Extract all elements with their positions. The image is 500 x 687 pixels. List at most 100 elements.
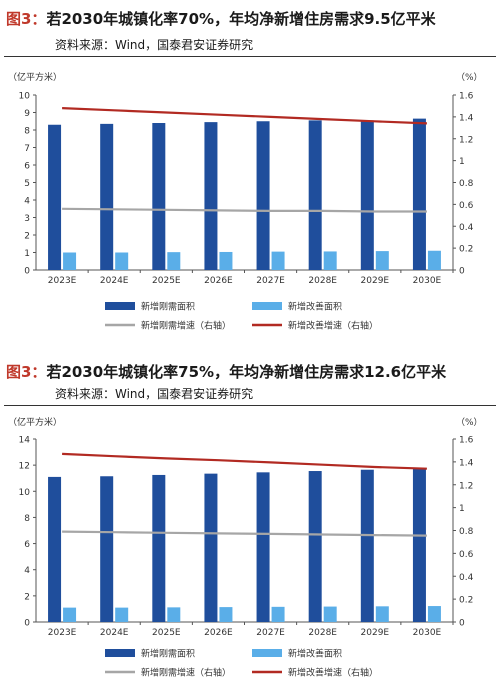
title-divider [4, 405, 496, 406]
legend-label: 新增刚需增速（右轴） [141, 320, 231, 332]
chart-svg: （亿平方米） （%） 0 2 4 6 8 10 12 14 0 0.2 0.4 0.6 0.8 1 1.2 1.4… [8, 416, 483, 679]
figure-label: 图3： [6, 10, 47, 28]
y2-tick-label: 0 [459, 619, 465, 629]
bar-rigid-demand [360, 120, 374, 270]
bar-rigid-demand [204, 473, 218, 622]
legend-swatch [105, 649, 135, 657]
bar-rigid-demand [204, 122, 218, 270]
figure-label: 图3： [6, 363, 47, 381]
x-tick-label: 2027E [256, 276, 285, 286]
y2-tick-label: 1.2 [459, 135, 473, 145]
y2-axis-unit-label: （%） [456, 417, 483, 428]
figure-source: 资料来源：Wind，国泰君安证券研究 [55, 387, 254, 401]
x-tick-label: 2028E [308, 276, 337, 286]
bar-improvement [271, 606, 285, 622]
bar-improvement [63, 607, 77, 622]
y2-tick-label: 0.2 [459, 596, 473, 606]
y-tick-label: 6 [24, 162, 30, 172]
x-tick-label: 2030E [413, 628, 442, 638]
figure-title: 图3：若2030年城镇化率75%，年均净新增住房需求12.6亿平米 [6, 361, 446, 382]
y-tick-label: 4 [24, 566, 30, 576]
legend-label: 新增刚需面积 [141, 301, 195, 313]
y2-tick-label: 1.4 [459, 458, 474, 468]
y2-tick-label: 0 [459, 267, 465, 277]
bar-improvement [375, 606, 389, 622]
bar-improvement [375, 251, 389, 270]
figure-title-text: 若2030年城镇化率70%，年均净新增住房需求9.5亿平米 [46, 10, 436, 28]
y-tick-label: 12 [19, 462, 30, 472]
y-tick-label: 5 [24, 179, 30, 189]
x-tick-label: 2025E [152, 628, 181, 638]
y2-tick-label: 1.6 [459, 436, 474, 446]
bar-rigid-demand [360, 469, 374, 622]
figure-title: 图3：若2030年城镇化率70%，年均净新增住房需求9.5亿平米 [6, 8, 436, 29]
bar-improvement [427, 606, 441, 622]
figure-source: 资料来源：Wind，国泰君安证券研究 [55, 38, 254, 52]
x-tick-label: 2024E [100, 628, 129, 638]
bar-improvement [115, 252, 129, 270]
title-divider [4, 56, 496, 57]
bar-rigid-demand [152, 123, 166, 270]
y-tick-label: 1 [24, 249, 30, 259]
x-tick-label: 2028E [308, 628, 337, 638]
bar-rigid-demand [412, 118, 426, 270]
bar-rigid-demand [100, 123, 114, 270]
y2-tick-label: 0.6 [459, 550, 474, 560]
bar-improvement [167, 252, 181, 270]
y2-tick-label: 0.4 [459, 573, 474, 583]
bar-improvement [115, 607, 129, 622]
y-tick-label: 0 [24, 267, 30, 277]
y-tick-label: 8 [24, 514, 30, 524]
legend-label: 新增改善面积 [288, 301, 342, 313]
bar-rigid-demand [308, 120, 322, 270]
legend-label: 新增刚需增速（右轴） [141, 667, 231, 679]
bar-rigid-demand [412, 468, 426, 622]
chart-svg: （亿平方米） （%） 0 1 2 3 4 5 6 7 8 9 10 0 0.2 0.4 0.6 0.8 1 1.2 1.… [8, 71, 483, 332]
y-tick-label: 10 [19, 488, 31, 498]
bar-rigid-demand [48, 476, 62, 622]
legend-swatch [105, 302, 135, 310]
legend-label: 新增改善面积 [288, 648, 342, 660]
y-tick-label: 7 [24, 144, 30, 154]
chart-panel-1: 图3：若2030年城镇化率70%，年均净新增住房需求9.5亿平米 资料来源：Wi… [0, 0, 500, 343]
y-tick-label: 4 [24, 197, 30, 207]
x-tick-label: 2026E [204, 276, 233, 286]
bar-improvement [219, 251, 233, 270]
y2-tick-label: 1.2 [459, 481, 473, 491]
y-tick-label: 2 [24, 592, 30, 602]
series-line-improvement-growth [62, 452, 427, 470]
bar-improvement [323, 251, 337, 270]
figure-title-text: 若2030年城镇化率75%，年均净新增住房需求12.6亿平米 [46, 363, 447, 381]
y-tick-label: 6 [24, 540, 30, 550]
bar-improvement [271, 251, 285, 270]
x-tick-label: 2024E [100, 276, 129, 286]
legend-swatch [252, 649, 282, 657]
y-tick-label: 3 [24, 214, 30, 224]
bar-rigid-demand [256, 121, 270, 270]
legend-label: 新增改善增速（右轴） [288, 320, 378, 332]
bar-improvement [63, 252, 77, 270]
bar-improvement [167, 607, 181, 622]
y-tick-label: 10 [19, 92, 31, 102]
legend-label: 新增改善增速（右轴） [288, 667, 378, 679]
x-tick-label: 2029E [361, 276, 390, 286]
x-tick-label: 2027E [256, 628, 285, 638]
chart-panel-2: 图3：若2030年城镇化率75%，年均净新增住房需求12.6亿平米 资料来源：W… [0, 343, 500, 687]
y-axis-unit-label: （亿平方米） [8, 416, 62, 428]
bar-rigid-demand [48, 124, 62, 270]
y2-tick-label: 1 [459, 157, 465, 167]
series-line-rigid-growth [62, 530, 427, 537]
bar-rigid-demand [152, 474, 166, 622]
x-tick-label: 2030E [413, 276, 442, 286]
y2-tick-label: 1 [459, 504, 465, 514]
legend-swatch [252, 302, 282, 310]
bar-rigid-demand [308, 471, 322, 622]
legend-label: 新增刚需面积 [141, 648, 195, 660]
x-tick-label: 2029E [361, 628, 390, 638]
series-line-improvement-growth [62, 107, 427, 125]
y2-tick-label: 1.4 [459, 113, 474, 123]
bar-improvement [219, 607, 233, 622]
y-tick-label: 0 [24, 619, 30, 629]
y-tick-label: 8 [24, 127, 30, 137]
y2-tick-label: 0.4 [459, 223, 474, 233]
